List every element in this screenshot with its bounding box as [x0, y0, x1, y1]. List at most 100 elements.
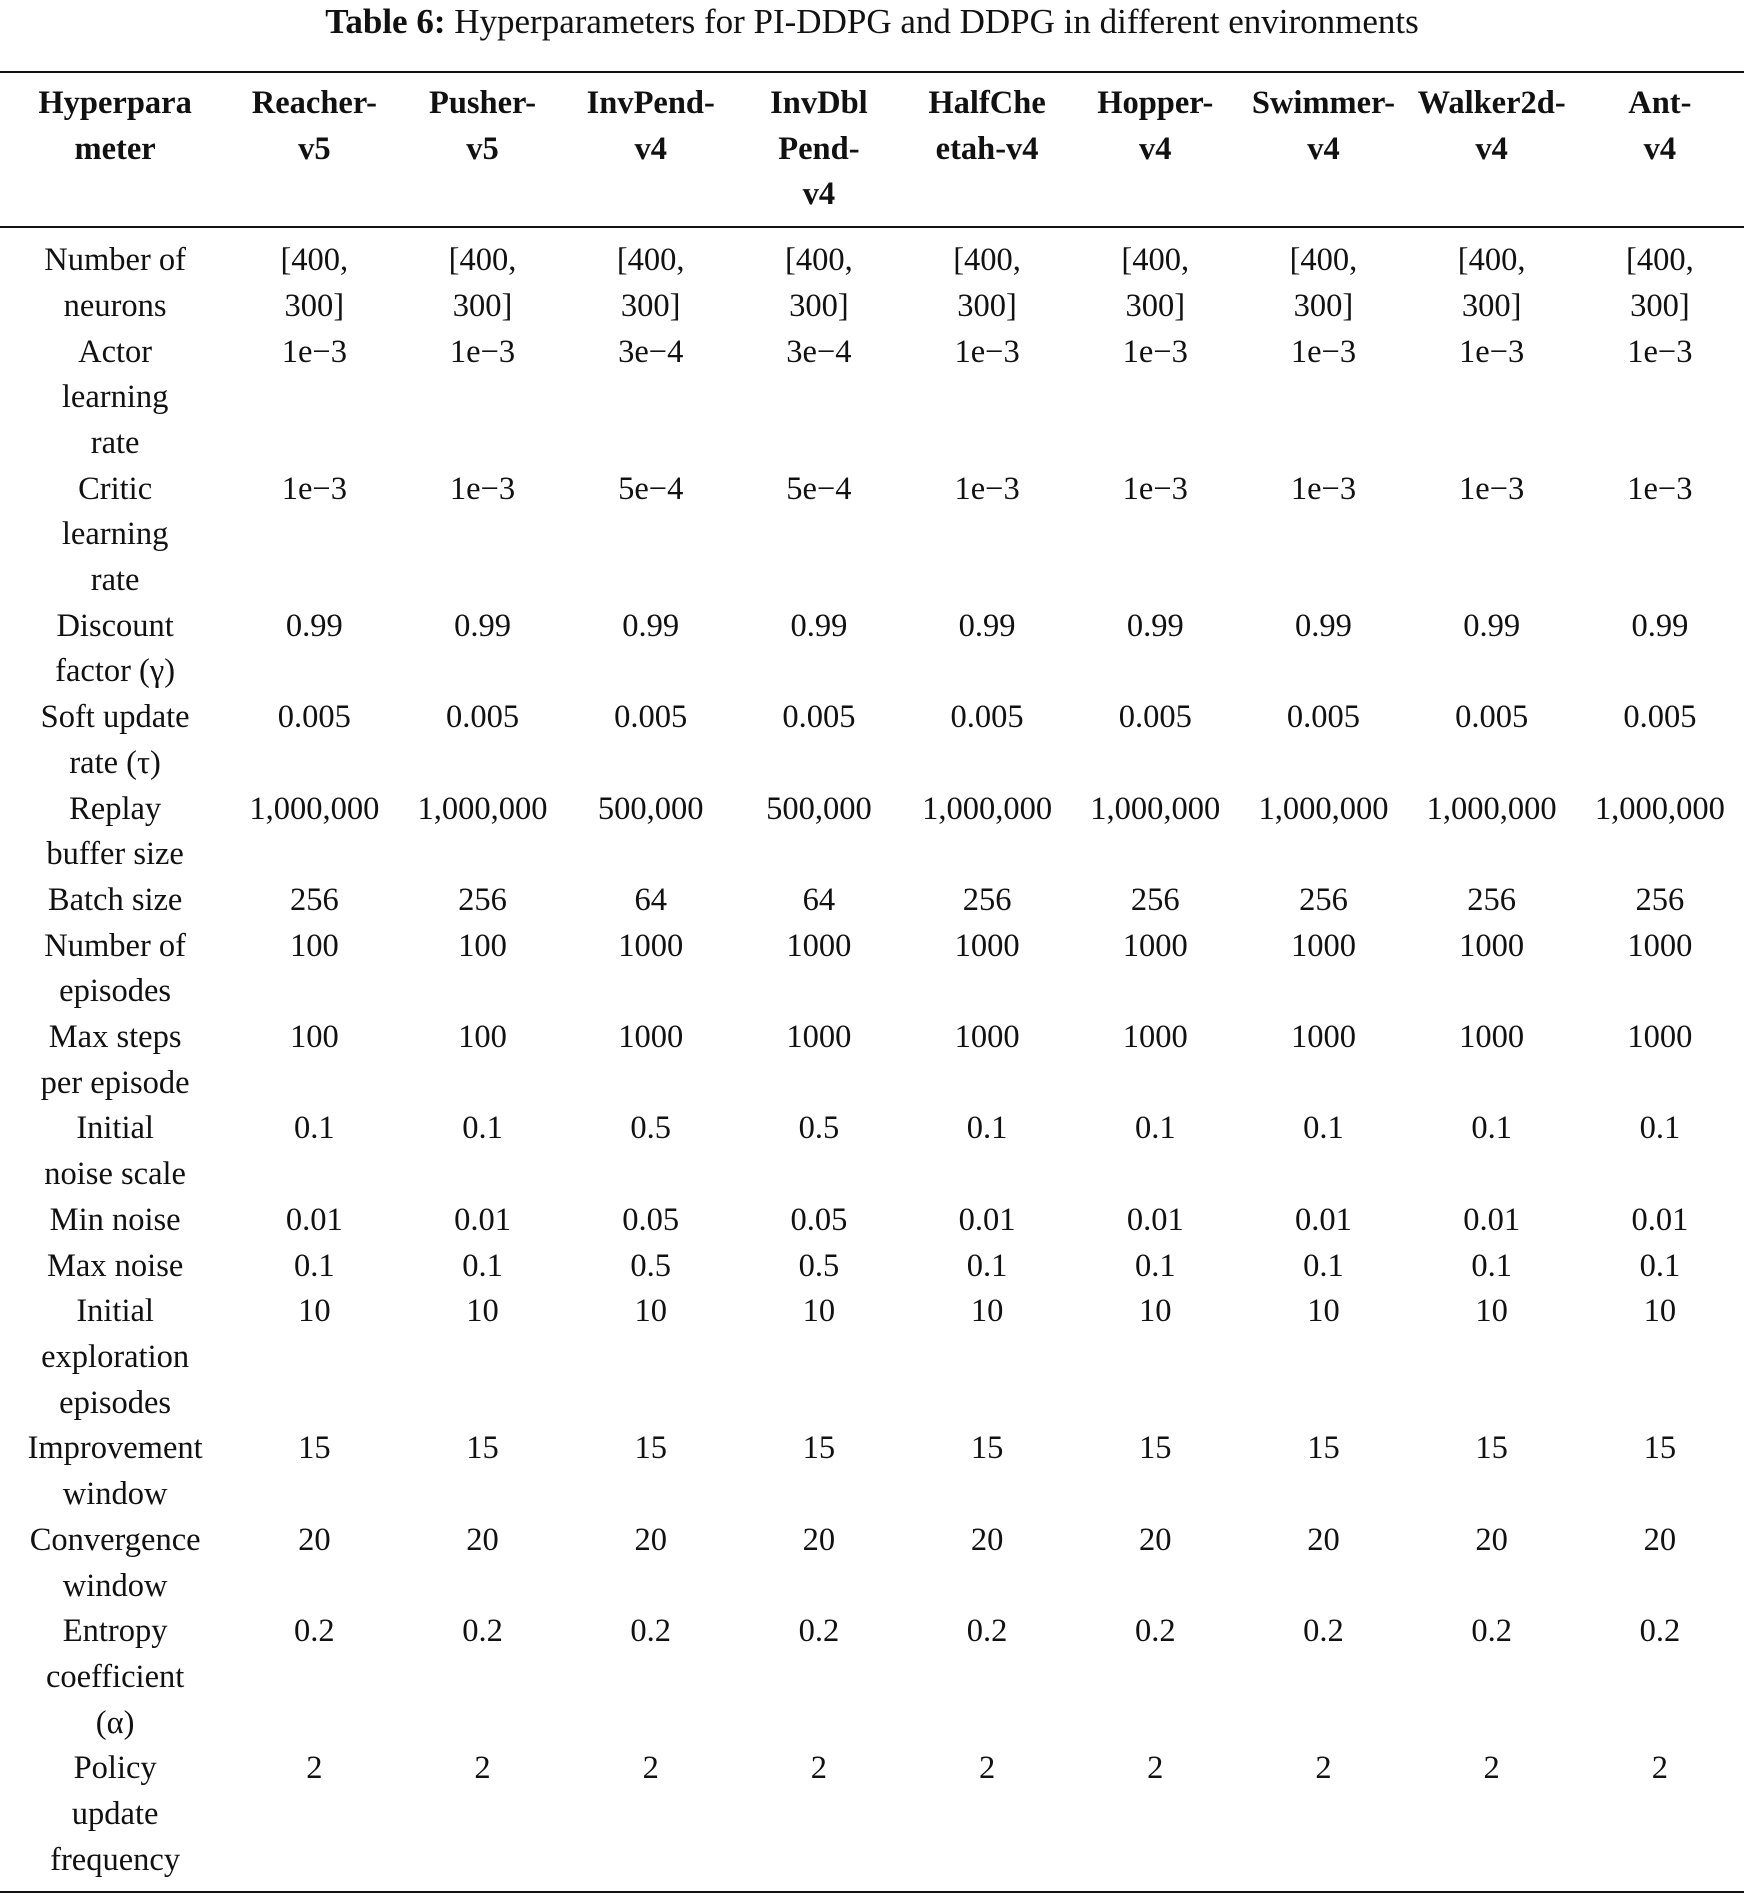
table-cell: 256 — [962, 881, 1012, 918]
row-label: Max noise — [46, 1247, 184, 1284]
table-cell: 1e−3 — [449, 470, 516, 507]
table-cell: 1e−3 — [281, 333, 347, 370]
table-cell: 256 — [1467, 881, 1517, 918]
table-cell: 15 — [1475, 1430, 1508, 1467]
row-label: Soft update rate (τ) — [40, 699, 190, 781]
table-cell: 0.1 — [1303, 1110, 1344, 1147]
table-cell: 15 — [802, 1430, 836, 1467]
table-cell: 0.2 — [1639, 1613, 1681, 1650]
table-cell: 0.05 — [790, 1201, 848, 1238]
table-row: Number of neurons [400, 300] [400, 300] [40… — [0, 227, 1744, 329]
table-cell: 0.99 — [958, 607, 1016, 644]
table-cell: 10 — [1643, 1293, 1677, 1330]
table-cell: 0.99 — [1463, 607, 1521, 644]
table-cell: 2 — [306, 1750, 323, 1787]
column-header-env: Pusher- v5 — [428, 85, 537, 167]
hyperparameter-table: Hyperpara meter Reacher- v5 Pusher- v5 InvP… — [0, 71, 1744, 1893]
table-cell: 0.1 — [462, 1247, 503, 1284]
table-cell: 64 — [802, 881, 836, 918]
table-cell: 3e−4 — [618, 333, 684, 370]
table-row: Actor learning rate 1e−3 1e−3 3e−4 3e−4 1e−3 1… — [0, 330, 1744, 467]
table-cell: 10 — [1139, 1293, 1172, 1330]
column-header-hyperparameter: Hyperpara meter — [38, 85, 192, 167]
table-cell: 1,000,000 — [417, 790, 548, 827]
table-cell: 1,000,000 — [922, 790, 1053, 827]
row-label: Discount factor (γ) — [55, 607, 176, 690]
table-cell: 0.2 — [1134, 1613, 1176, 1650]
row-label: Replay buffer size — [46, 790, 184, 873]
table-cell: 0.01 — [1463, 1201, 1521, 1238]
table-cell: 2 — [1315, 1750, 1332, 1787]
table-cell: 15 — [298, 1430, 331, 1467]
row-label: Batch size — [47, 881, 183, 918]
table-row: Discount factor (γ) 0.99 0.99 0.99 0.99 0.99 0… — [0, 604, 1744, 695]
table-cell: 15 — [466, 1430, 499, 1467]
row-label: Initial exploration episodes — [41, 1293, 190, 1421]
table-cell: 0.5 — [630, 1110, 672, 1147]
table-cell: 1000 — [786, 1019, 852, 1056]
table-cell: 0.99 — [454, 607, 511, 644]
table-cell: 1000 — [954, 927, 1020, 964]
table-cell: 500,000 — [597, 790, 704, 827]
table-cell: 1,000,000 — [1426, 790, 1557, 827]
table-cell: 0.005 — [1455, 699, 1529, 736]
table-row: Min noise 0.01 0.01 0.05 0.05 0.01 0.01 0.01 0.0… — [0, 1198, 1744, 1244]
caption-label: Table 6: — [325, 2, 446, 41]
table-cell: 1e−3 — [1290, 333, 1357, 370]
table-cell: 0.005 — [950, 699, 1024, 736]
table-cell: 1,000,000 — [249, 790, 380, 827]
table-row: Policy update frequency 2 2 2 2 2 2 2 2 2 — [0, 1746, 1744, 1892]
table-row: Batch size 256 256 64 64 256 256 256 256 256 — [0, 878, 1744, 924]
table-cell: 10 — [802, 1293, 836, 1330]
table-cell: 10 — [1475, 1293, 1508, 1330]
table-cell: 100 — [289, 927, 339, 964]
table-cell: 20 — [634, 1521, 667, 1558]
table-cell: 0.01 — [454, 1201, 511, 1238]
table-cell: 5e−4 — [786, 470, 852, 507]
table-cell: 0.5 — [630, 1247, 672, 1284]
table-cell: 100 — [289, 1019, 339, 1056]
table-cell: 10 — [634, 1293, 667, 1330]
row-label: Improvement window — [27, 1430, 203, 1513]
table-cell: 256 — [1299, 881, 1348, 918]
table-cell: 1000 — [954, 1019, 1020, 1056]
table-cell: 20 — [1139, 1521, 1172, 1558]
table-row: Critic learning rate 1e−3 1e−3 5e−4 5e−4 1e−3… — [0, 467, 1744, 604]
table-cell: [400, 300] — [448, 242, 517, 324]
table-cell: [400, 300] — [1626, 242, 1694, 324]
table-cell: 0.2 — [798, 1613, 840, 1650]
table-cell: [400, 300] — [280, 242, 349, 324]
table-cell: 1,000,000 — [1594, 790, 1725, 827]
table-cell: [400, 300] — [1121, 242, 1190, 324]
table-row: Number of episodes 100 100 1000 1000 1000 1000… — [0, 924, 1744, 1015]
table-cell: 0.1 — [1639, 1110, 1681, 1147]
table-cell: 0.005 — [277, 699, 351, 736]
table-cell: 1e−3 — [1627, 470, 1693, 507]
table-cell: 1000 — [1627, 1019, 1693, 1056]
column-header-env: HalfChe etah-v4 — [928, 85, 1046, 167]
table-cell: 10 — [1307, 1293, 1340, 1330]
table-cell: 0.1 — [966, 1110, 1008, 1147]
table-cell: 20 — [970, 1521, 1004, 1558]
table-cell: 0.2 — [1303, 1613, 1344, 1650]
row-label: Initial noise scale — [44, 1110, 186, 1193]
table-row: Max steps per episode 100 100 1000 1000 1000 1… — [0, 1015, 1744, 1106]
column-header-env: Reacher- v5 — [251, 85, 377, 167]
header-row: Hyperpara meter Reacher- v5 Pusher- v5 InvP… — [0, 72, 1744, 228]
table-cell: 1e−3 — [954, 470, 1020, 507]
table-cell: 100 — [458, 927, 507, 964]
table-cell: 256 — [1130, 881, 1180, 918]
table-cell: 3e−4 — [786, 333, 852, 370]
table-cell: 0.2 — [462, 1613, 503, 1650]
table-cell: 500,000 — [766, 790, 872, 827]
table-row: Replay buffer size 1,000,000 1,000,000 500,… — [0, 787, 1744, 878]
table-cell: 0.005 — [782, 699, 856, 736]
column-header-env: InvDbl Pend- v4 — [770, 85, 868, 213]
table-cell: [400, 300] — [616, 242, 685, 324]
table-cell: 0.2 — [1471, 1613, 1512, 1650]
table-cell: 0.005 — [1623, 699, 1697, 736]
table-cell: [400, 300] — [953, 242, 1021, 324]
table-cell: 20 — [466, 1521, 499, 1558]
table-cell: 100 — [458, 1019, 507, 1056]
column-header-env: Swimmer- v4 — [1251, 85, 1396, 167]
